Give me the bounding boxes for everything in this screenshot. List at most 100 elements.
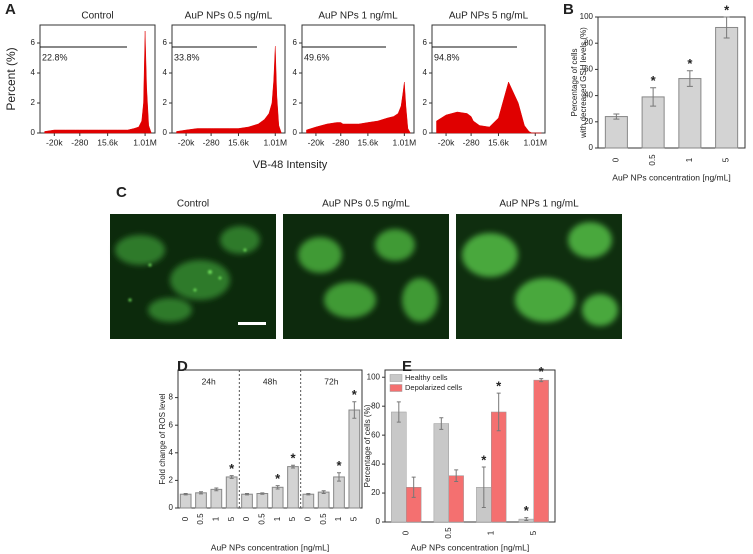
x-tick-label: 1.01M bbox=[133, 137, 157, 147]
gate-label: 49.6% bbox=[304, 52, 330, 62]
x-tick-label: -20k bbox=[46, 137, 63, 147]
image-title: Control bbox=[177, 199, 209, 210]
cells bbox=[298, 229, 438, 322]
x-tick-label: 0.5 bbox=[319, 513, 328, 525]
x-tick-label: 5 bbox=[227, 516, 236, 521]
bar bbox=[271, 486, 284, 509]
bar bbox=[348, 409, 361, 509]
y-tick-label: 2 bbox=[31, 98, 36, 107]
y-tick-label: 60 bbox=[371, 430, 380, 439]
bar bbox=[678, 78, 702, 149]
error-bar bbox=[291, 464, 295, 469]
y-tick-label: 6 bbox=[169, 420, 174, 429]
error-bar bbox=[275, 485, 280, 490]
y-tick-label: 2 bbox=[163, 98, 168, 107]
image-title: AuP NPs 0.5 ng/mL bbox=[322, 199, 410, 210]
error-bar bbox=[439, 417, 444, 430]
y-tick-label: 0 bbox=[376, 517, 381, 526]
y-tick-label: 2 bbox=[169, 476, 174, 485]
bar bbox=[241, 493, 253, 509]
bar bbox=[448, 475, 464, 523]
y-tick-label: 6 bbox=[423, 38, 428, 47]
x-tick-label: 1.01M bbox=[393, 137, 417, 147]
bar bbox=[317, 491, 330, 509]
bar bbox=[433, 423, 449, 523]
significance-mark: * bbox=[524, 503, 530, 518]
x-tick-label: 0.5 bbox=[196, 513, 205, 525]
error-bar bbox=[229, 475, 234, 479]
spots bbox=[128, 248, 247, 302]
bar bbox=[256, 493, 269, 509]
x-tick-label: 1 bbox=[685, 157, 694, 162]
y-tick-label: 40 bbox=[371, 459, 380, 468]
bar bbox=[604, 116, 628, 149]
panel-label: B bbox=[563, 1, 574, 18]
y-tick-label: 20 bbox=[371, 488, 380, 497]
y-axis-label: Percentage of cells (%) bbox=[363, 404, 372, 487]
gate-label: 33.8% bbox=[174, 52, 200, 62]
x-tick-label: -280 bbox=[71, 137, 88, 147]
error-bar bbox=[337, 472, 341, 482]
significance-mark: * bbox=[290, 451, 296, 466]
x-tick-label: -280 bbox=[463, 137, 480, 147]
y-axis-label: Percent (%) bbox=[4, 47, 18, 110]
x-tick-label: -20k bbox=[438, 137, 455, 147]
bar bbox=[287, 466, 299, 509]
bar bbox=[210, 488, 223, 509]
y-tick-label: 4 bbox=[423, 68, 428, 77]
y-tick-label: 20 bbox=[584, 117, 593, 126]
significance-mark: * bbox=[481, 452, 487, 467]
y-tick-label: 4 bbox=[169, 448, 174, 457]
error-bar bbox=[539, 378, 544, 383]
x-tick-label: -280 bbox=[203, 137, 220, 147]
bar bbox=[333, 476, 345, 509]
x-tick-label: 15.6k bbox=[488, 137, 510, 147]
y-tick-label: 80 bbox=[584, 38, 593, 47]
x-axis-label: AuP NPs concentration [ng/mL] bbox=[211, 542, 329, 552]
error-bar bbox=[481, 466, 486, 509]
significance-mark: * bbox=[724, 2, 730, 17]
y-tick-label: 4 bbox=[293, 68, 298, 77]
bar bbox=[179, 493, 192, 509]
y-tick-label: 40 bbox=[584, 91, 593, 100]
y-tick-label: 0 bbox=[31, 128, 36, 137]
panel-label: E bbox=[402, 358, 412, 375]
significance-mark: * bbox=[275, 471, 281, 486]
panel-label: D bbox=[177, 358, 188, 375]
x-tick-label: 0.5 bbox=[648, 154, 657, 166]
error-bar bbox=[454, 469, 459, 482]
x-tick-label: -20k bbox=[178, 137, 195, 147]
significance-mark: * bbox=[651, 73, 657, 88]
significance-mark: * bbox=[496, 379, 502, 394]
significance-mark: * bbox=[336, 458, 342, 473]
significance-mark: * bbox=[229, 461, 235, 476]
group-label: 72h bbox=[324, 376, 338, 386]
gate-label: 22.8% bbox=[42, 52, 68, 62]
panel-title: AuP NPs 0.5 ng/mL bbox=[185, 11, 273, 22]
significance-mark: * bbox=[352, 387, 358, 402]
histogram-area bbox=[306, 81, 411, 134]
legend-swatch bbox=[389, 384, 403, 392]
panel-title: AuP NPs 5 ng/mL bbox=[449, 11, 529, 22]
error-bar bbox=[306, 493, 311, 496]
cells bbox=[462, 222, 618, 326]
x-tick-label: 1 bbox=[486, 530, 495, 535]
y-tick-label: 0 bbox=[163, 128, 168, 137]
cells bbox=[115, 226, 260, 322]
x-tick-label: 0 bbox=[401, 530, 410, 535]
error-bar bbox=[723, 16, 730, 39]
error-bar bbox=[496, 392, 501, 432]
x-tick-label: 1 bbox=[273, 516, 282, 521]
y-tick-label: 8 bbox=[169, 393, 174, 402]
x-tick-label: 1.01M bbox=[263, 137, 287, 147]
histogram-area bbox=[176, 45, 282, 134]
legend-label: Depolarized cells bbox=[405, 383, 462, 392]
bar bbox=[302, 493, 315, 509]
x-axis-label: AuP NPs concentration [ng/mL] bbox=[411, 542, 529, 552]
group-label: 24h bbox=[202, 376, 216, 386]
y-tick-label: 6 bbox=[293, 38, 298, 47]
error-bar bbox=[650, 87, 657, 107]
significance-mark: * bbox=[687, 56, 693, 71]
legend-swatch bbox=[389, 374, 403, 382]
